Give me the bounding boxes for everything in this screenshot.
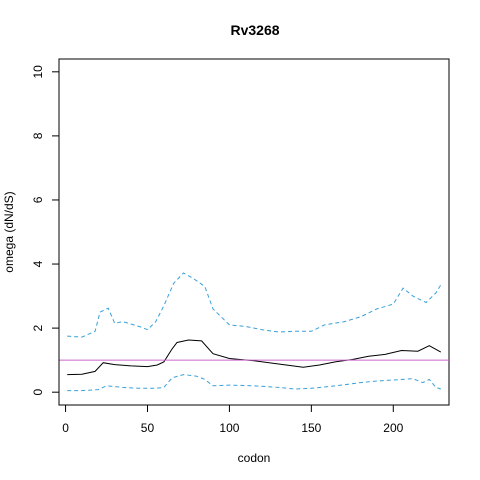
y-axis: 0 2 4 6 8 10 xyxy=(31,65,60,396)
x-tick-label: 50 xyxy=(141,421,155,435)
y-tick-label: 4 xyxy=(31,260,45,267)
y-tick-label: 0 xyxy=(31,389,45,396)
series-layer xyxy=(67,272,442,392)
chart-title: Rv3268 xyxy=(230,22,279,38)
x-tick-label: 200 xyxy=(383,421,403,435)
y-tick-label: 8 xyxy=(31,132,45,139)
series-line-3 xyxy=(67,374,441,392)
y-axis-label: omega (dN/dS) xyxy=(2,191,16,272)
x-axis-label: codon xyxy=(238,451,271,465)
x-tick-label: 150 xyxy=(301,421,321,435)
x-axis: 0 50 100 150 200 xyxy=(62,404,404,435)
y-tick-label: 2 xyxy=(31,324,45,331)
series-line-1 xyxy=(67,339,442,376)
x-tick-label: 100 xyxy=(219,421,239,435)
series-line-2 xyxy=(67,272,442,338)
x-tick-label: 0 xyxy=(62,421,69,435)
y-tick-label: 10 xyxy=(31,65,45,79)
y-tick-label: 6 xyxy=(31,196,45,203)
